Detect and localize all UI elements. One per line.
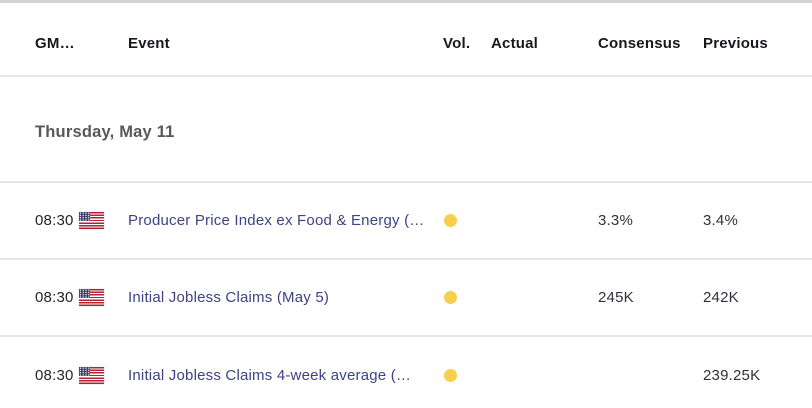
column-header-vol: Vol. — [443, 34, 471, 52]
event-time: 08:30 — [35, 367, 74, 384]
column-header-consensus: Consensus — [598, 34, 681, 52]
event-name-link[interactable]: Producer Price Index ex Food & Energy (… — [128, 212, 425, 229]
volatility-cell — [430, 369, 470, 382]
event-name-link[interactable]: Initial Jobless Claims (May 5) — [128, 289, 330, 306]
previous-value: 3.4% — [703, 212, 738, 229]
date-section-header: Thursday, May 11 — [0, 77, 812, 183]
us-flag-icon — [79, 289, 104, 306]
event-time: 08:30 — [35, 212, 74, 229]
event-country-cell — [79, 367, 128, 384]
volatility-dot-icon — [443, 214, 457, 227]
volatility-cell — [430, 214, 470, 227]
table-header-row: GM… Event Vol. Actual Consensus Previous — [0, 3, 812, 77]
column-header-previous: Previous — [703, 34, 768, 52]
event-name-cell: Producer Price Index ex Food & Energy (… — [128, 212, 430, 229]
event-time: 08:30 — [35, 289, 74, 306]
event-row[interactable]: 08:30 Initial Jobless Claims (May 5) 245… — [0, 260, 812, 337]
consensus-value: 245K — [598, 289, 634, 306]
volatility-dot-icon — [443, 291, 457, 304]
previous-value: 239.25K — [703, 367, 761, 384]
consensus-value: 3.3% — [598, 212, 633, 229]
event-name-link[interactable]: Initial Jobless Claims 4-week average (… — [128, 367, 412, 384]
flag-canton — [79, 289, 90, 299]
event-country-cell — [79, 212, 128, 229]
flag-canton — [79, 212, 90, 222]
event-name-cell: Initial Jobless Claims (May 5) — [128, 289, 430, 306]
event-country-cell — [79, 289, 128, 306]
event-name-cell: Initial Jobless Claims 4-week average (… — [128, 367, 430, 384]
column-header-gmt: GM… — [35, 34, 75, 52]
volatility-dot-icon — [443, 369, 457, 382]
volatility-cell — [430, 291, 470, 304]
event-row[interactable]: 08:30 Producer Price Index ex Food & Ene… — [0, 183, 812, 260]
previous-value: 242K — [703, 289, 739, 306]
column-header-event: Event — [128, 34, 170, 52]
event-row[interactable]: 08:30 Initial Jobless Claims 4-week aver… — [0, 337, 812, 408]
us-flag-icon — [79, 367, 104, 384]
us-flag-icon — [79, 212, 104, 229]
column-header-actual: Actual — [491, 34, 539, 52]
flag-canton — [79, 367, 90, 377]
